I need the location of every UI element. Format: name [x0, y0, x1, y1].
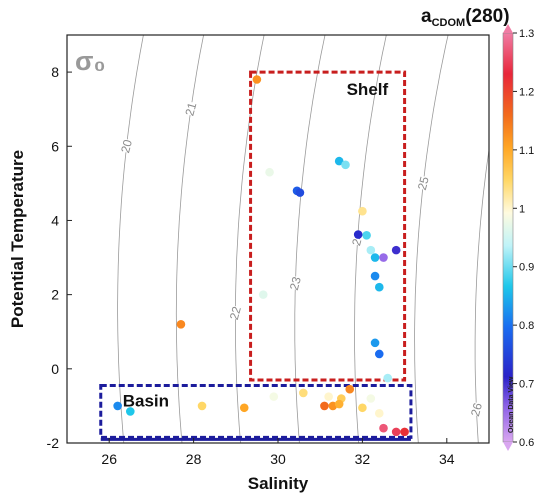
data-point	[366, 394, 376, 403]
data-point	[113, 401, 122, 411]
y-tick-label: 8	[51, 64, 59, 80]
data-point	[324, 392, 333, 401]
colorbar-top-cap	[503, 24, 513, 33]
data-point	[239, 403, 249, 413]
plot-frame	[66, 34, 490, 444]
panel-label: σ₀	[75, 46, 106, 76]
data-point	[374, 409, 384, 418]
isopycnal-line	[474, 146, 489, 443]
data-point	[370, 253, 380, 262]
colorbar-caption: Ocean Data View	[508, 376, 515, 433]
y-axis-ticks: -2 0 2 4 6 8	[47, 64, 72, 451]
data-point	[379, 253, 388, 262]
data-point	[341, 160, 350, 170]
data-point	[258, 290, 268, 299]
data-point	[299, 388, 308, 398]
colorbar-title-sub: CDOM	[432, 17, 466, 29]
isopycnal-label: 21	[182, 101, 199, 118]
x-axis-label: Salinity	[248, 474, 309, 493]
isopycnal-label: 20	[118, 138, 135, 155]
data-point	[334, 399, 344, 409]
region-label-shelf: Shelf	[347, 80, 389, 99]
colorbar-tick-label: 0.6	[519, 437, 534, 449]
data-point	[334, 156, 344, 166]
colorbar-ticks: 0.6 0.7 0.8 0.9 1 1.1 1.2 1.3	[513, 28, 534, 449]
data-point	[269, 392, 279, 401]
isopycnal-label-bg	[468, 402, 485, 416]
isopycnal-label: 23	[287, 275, 304, 292]
data-point	[353, 230, 363, 239]
isopycnal-label-bg	[415, 176, 432, 190]
data-point	[358, 206, 367, 216]
colorbar-bottom-cap	[503, 442, 513, 451]
data-point	[358, 403, 367, 413]
isopycnal-label-bg	[287, 276, 304, 290]
data-point	[391, 427, 401, 437]
data-point	[126, 407, 135, 416]
data-point	[370, 271, 380, 281]
data-point	[374, 282, 384, 292]
colorbar-tick-label: 0.7	[519, 379, 534, 391]
isopycnal-line	[414, 35, 449, 443]
isopycnal-label: 22	[227, 305, 244, 322]
colorbar-title-tail: (280)	[465, 6, 509, 27]
data-points	[113, 75, 409, 437]
x-tick-label: 26	[101, 451, 117, 467]
isopycnal-label-bg	[118, 139, 135, 153]
region-label-basin: Basin	[123, 392, 169, 411]
y-tick-label: 2	[51, 287, 59, 303]
y-tick-label: 4	[51, 212, 59, 228]
x-axis-ticks: 26 28 30 32 34	[101, 438, 455, 467]
isopycnal-label: 26	[468, 401, 485, 418]
region-box-basin	[99, 384, 413, 439]
isopycnal-line	[175, 35, 205, 443]
data-point	[370, 338, 380, 348]
x-tick-label: 28	[186, 451, 202, 467]
data-point	[265, 167, 274, 177]
data-point	[391, 245, 401, 255]
isopycnal-line	[235, 35, 265, 443]
colorbar-tick-label: 1	[519, 203, 525, 215]
data-point	[345, 384, 355, 394]
y-tick-label: 0	[51, 361, 59, 377]
data-point	[197, 401, 207, 411]
colorbar-tick-label: 1.1	[519, 145, 534, 157]
isopycnal-line	[117, 35, 144, 443]
data-point	[379, 423, 388, 433]
isopycnal-label-bg	[227, 306, 244, 320]
data-point	[400, 427, 409, 437]
colorbar-title-main: a	[421, 6, 432, 27]
colorbar-tick-label: 0.9	[519, 262, 534, 274]
isopycnal-label: 25	[415, 175, 432, 192]
colorbar-title: aCDOM(280)	[421, 6, 510, 29]
x-tick-label: 32	[355, 451, 371, 467]
x-tick-label: 34	[439, 451, 455, 467]
data-point	[176, 320, 186, 329]
region-layer: Shelf Basin	[99, 70, 413, 441]
x-tick-label: 30	[270, 451, 286, 467]
data-point	[374, 349, 384, 359]
y-axis-label: Potential Temperature	[8, 150, 27, 328]
isopycnal-line	[536, 17, 550, 462]
data-point	[320, 401, 329, 411]
colorbar-tick-label: 0.8	[519, 320, 534, 332]
y-tick-label: 6	[51, 138, 59, 154]
data-point	[383, 373, 393, 383]
isopycnal-label-bg	[182, 102, 199, 116]
data-point	[295, 188, 305, 197]
colorbar-tick-label: 1.3	[519, 28, 534, 40]
isopycnal-line	[294, 35, 326, 443]
data-point	[362, 230, 371, 240]
y-tick-label: -2	[47, 435, 60, 451]
data-point	[252, 75, 262, 84]
colorbar-tick-label: 1.2	[519, 86, 534, 98]
region-box-shelf	[249, 70, 407, 382]
data-point	[366, 245, 376, 255]
isopycnal-layer: 202122232425262728	[117, 17, 550, 462]
